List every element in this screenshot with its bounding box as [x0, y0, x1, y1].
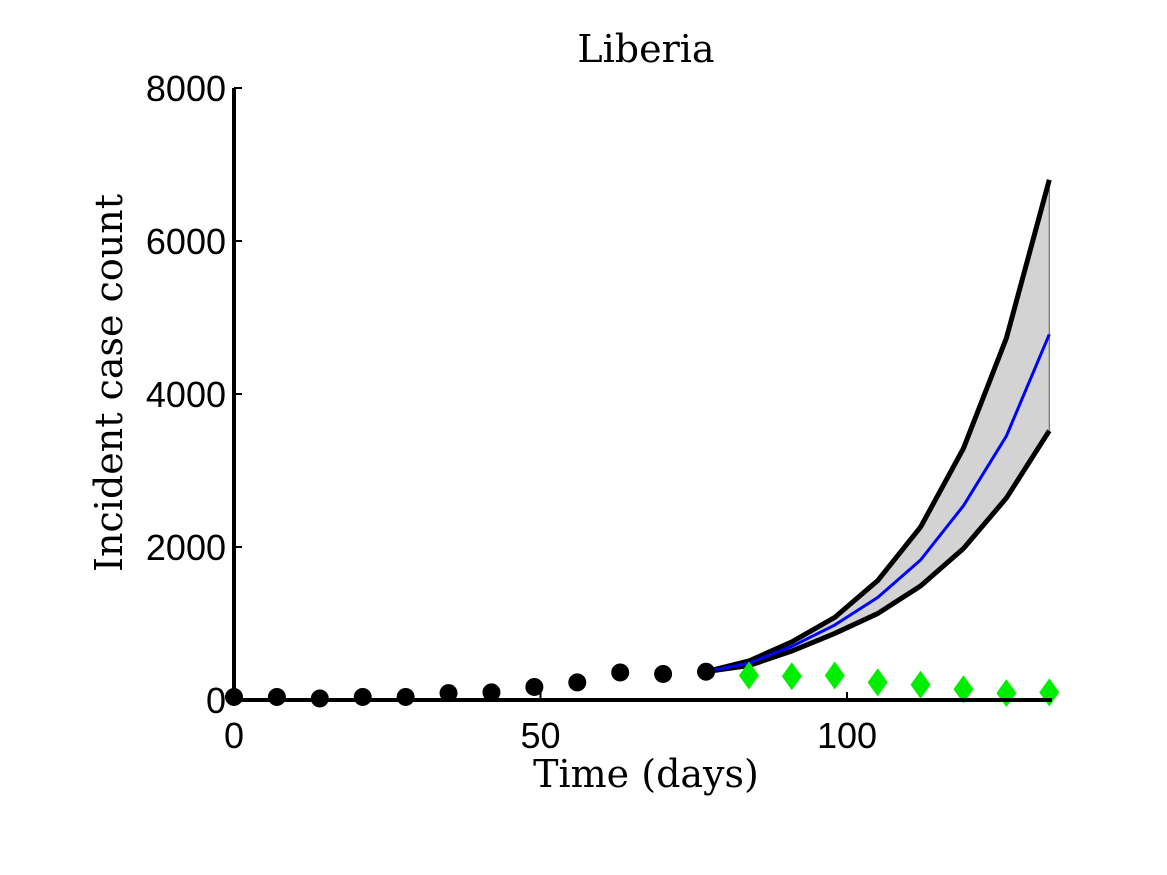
observed-point — [697, 662, 716, 681]
y-tick-label: 0 — [206, 680, 226, 721]
x-tick-label: 0 — [224, 715, 244, 756]
holdout-point — [781, 662, 802, 691]
axis-ticks: 0 2000 4000 6000 8000 0 50 100 — [146, 68, 877, 756]
y-tick-label: 6000 — [146, 221, 226, 262]
observed-point — [568, 673, 587, 692]
forecast-lower-line — [705, 429, 1052, 675]
forecast-band-area — [706, 179, 1050, 672]
forecast-lines — [705, 179, 1052, 675]
holdout-point — [996, 679, 1017, 708]
y-tick-label: 8000 — [146, 68, 226, 109]
y-axis-label: Incident case count — [87, 194, 131, 572]
observed-point — [525, 677, 544, 696]
observed-point — [353, 687, 372, 706]
forecast-band — [706, 179, 1050, 672]
x-tick-label: 100 — [817, 715, 877, 756]
y-tick-label: 4000 — [146, 374, 226, 415]
forecast-upper-line — [705, 179, 1052, 675]
x-tick-label: 50 — [520, 715, 560, 756]
forecast-mean-line — [705, 333, 1051, 674]
holdout-point — [824, 661, 845, 690]
holdout-point — [953, 675, 974, 704]
observed-point — [439, 684, 458, 703]
holdout-point — [738, 661, 759, 690]
observed-point — [611, 663, 630, 682]
y-tick-label: 2000 — [146, 527, 226, 568]
x-axis-label: Time (days) — [533, 752, 759, 796]
observed-point — [482, 683, 501, 702]
holdout-point — [1039, 678, 1060, 707]
observed-point — [654, 664, 673, 683]
holdout-point — [910, 670, 931, 699]
holdout-point — [867, 668, 888, 697]
observed-point — [267, 687, 286, 706]
chart-title: Liberia — [577, 27, 714, 71]
observed-point — [396, 687, 415, 706]
